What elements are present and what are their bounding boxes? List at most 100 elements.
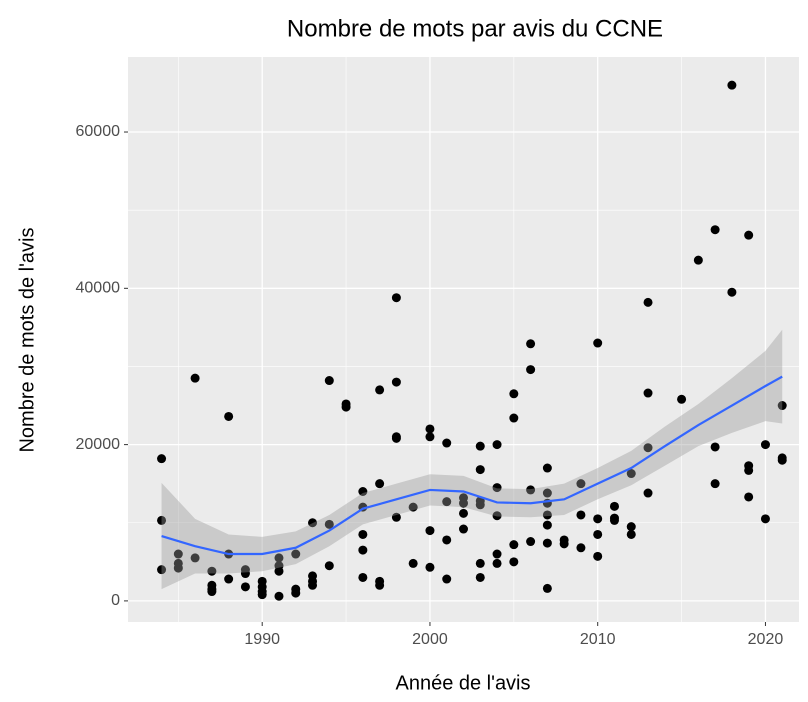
y-axis-label: Nombre de mots de l'avis bbox=[16, 227, 38, 452]
point bbox=[626, 469, 636, 479]
point bbox=[375, 479, 385, 489]
chart-title: Nombre de mots par avis du CCNE bbox=[287, 15, 663, 42]
y-tick-label: 60000 bbox=[76, 123, 121, 140]
point bbox=[643, 488, 653, 498]
point bbox=[609, 501, 619, 511]
point bbox=[391, 293, 401, 303]
point bbox=[727, 287, 737, 297]
point bbox=[509, 557, 519, 567]
point bbox=[593, 514, 603, 524]
point bbox=[391, 433, 401, 443]
point bbox=[526, 365, 536, 375]
point bbox=[542, 463, 552, 473]
point bbox=[744, 230, 754, 240]
point bbox=[207, 587, 217, 597]
point bbox=[492, 440, 502, 450]
point bbox=[240, 582, 250, 592]
point bbox=[459, 508, 468, 518]
point bbox=[693, 255, 703, 265]
point bbox=[157, 515, 167, 525]
point bbox=[173, 563, 183, 573]
point bbox=[492, 549, 502, 559]
point bbox=[593, 529, 603, 539]
point bbox=[576, 510, 586, 520]
point bbox=[190, 373, 200, 383]
point bbox=[475, 558, 485, 568]
point bbox=[425, 562, 435, 572]
point bbox=[643, 388, 653, 398]
point bbox=[257, 590, 267, 600]
point bbox=[173, 549, 183, 559]
point bbox=[274, 591, 284, 601]
point bbox=[442, 497, 452, 507]
x-tick-label: 2000 bbox=[412, 631, 448, 648]
point bbox=[291, 549, 301, 559]
point bbox=[442, 574, 452, 584]
point bbox=[157, 454, 167, 464]
point bbox=[559, 539, 569, 549]
point bbox=[744, 492, 754, 502]
point bbox=[240, 569, 250, 579]
point bbox=[643, 443, 653, 453]
x-tick-label: 2010 bbox=[580, 631, 616, 648]
point bbox=[492, 558, 502, 568]
y-tick-label: 0 bbox=[111, 592, 120, 609]
point bbox=[291, 588, 301, 598]
point bbox=[459, 524, 468, 534]
point bbox=[224, 411, 234, 421]
point bbox=[442, 535, 452, 545]
point bbox=[324, 376, 334, 386]
point bbox=[509, 540, 519, 550]
point bbox=[542, 488, 552, 498]
point bbox=[593, 338, 603, 348]
point bbox=[677, 394, 687, 404]
point bbox=[526, 537, 536, 547]
point bbox=[224, 574, 234, 584]
point bbox=[542, 583, 552, 593]
x-tick-label: 1990 bbox=[244, 631, 280, 648]
point bbox=[626, 522, 636, 532]
point bbox=[274, 553, 284, 563]
point bbox=[542, 538, 552, 548]
point bbox=[375, 580, 385, 590]
point bbox=[308, 580, 318, 590]
point bbox=[358, 529, 368, 539]
point bbox=[157, 565, 167, 575]
point bbox=[509, 413, 519, 423]
y-tick-label: 40000 bbox=[76, 280, 121, 297]
point bbox=[760, 514, 770, 524]
point bbox=[475, 441, 485, 451]
point bbox=[777, 401, 787, 411]
point bbox=[727, 80, 737, 90]
point bbox=[475, 572, 485, 582]
point bbox=[609, 515, 619, 525]
point bbox=[442, 438, 452, 448]
point bbox=[475, 500, 485, 510]
point bbox=[341, 402, 351, 412]
point bbox=[492, 483, 502, 493]
point bbox=[710, 225, 720, 235]
point bbox=[207, 566, 217, 576]
x-axis-label: Année de l'avis bbox=[395, 672, 530, 694]
point bbox=[408, 558, 418, 568]
point bbox=[492, 511, 502, 521]
point bbox=[509, 389, 519, 399]
point bbox=[542, 510, 552, 520]
point bbox=[744, 465, 754, 475]
point bbox=[593, 551, 603, 561]
point bbox=[626, 529, 636, 539]
point bbox=[777, 455, 787, 465]
point bbox=[425, 526, 435, 536]
point bbox=[542, 520, 552, 530]
point bbox=[358, 572, 368, 582]
y-tick-label: 20000 bbox=[76, 436, 121, 453]
point bbox=[391, 377, 401, 387]
point bbox=[425, 424, 435, 434]
point bbox=[576, 543, 586, 553]
point bbox=[425, 432, 435, 442]
point bbox=[408, 502, 418, 512]
point bbox=[475, 465, 485, 475]
point bbox=[308, 518, 318, 528]
point bbox=[526, 339, 536, 349]
point bbox=[324, 519, 334, 529]
